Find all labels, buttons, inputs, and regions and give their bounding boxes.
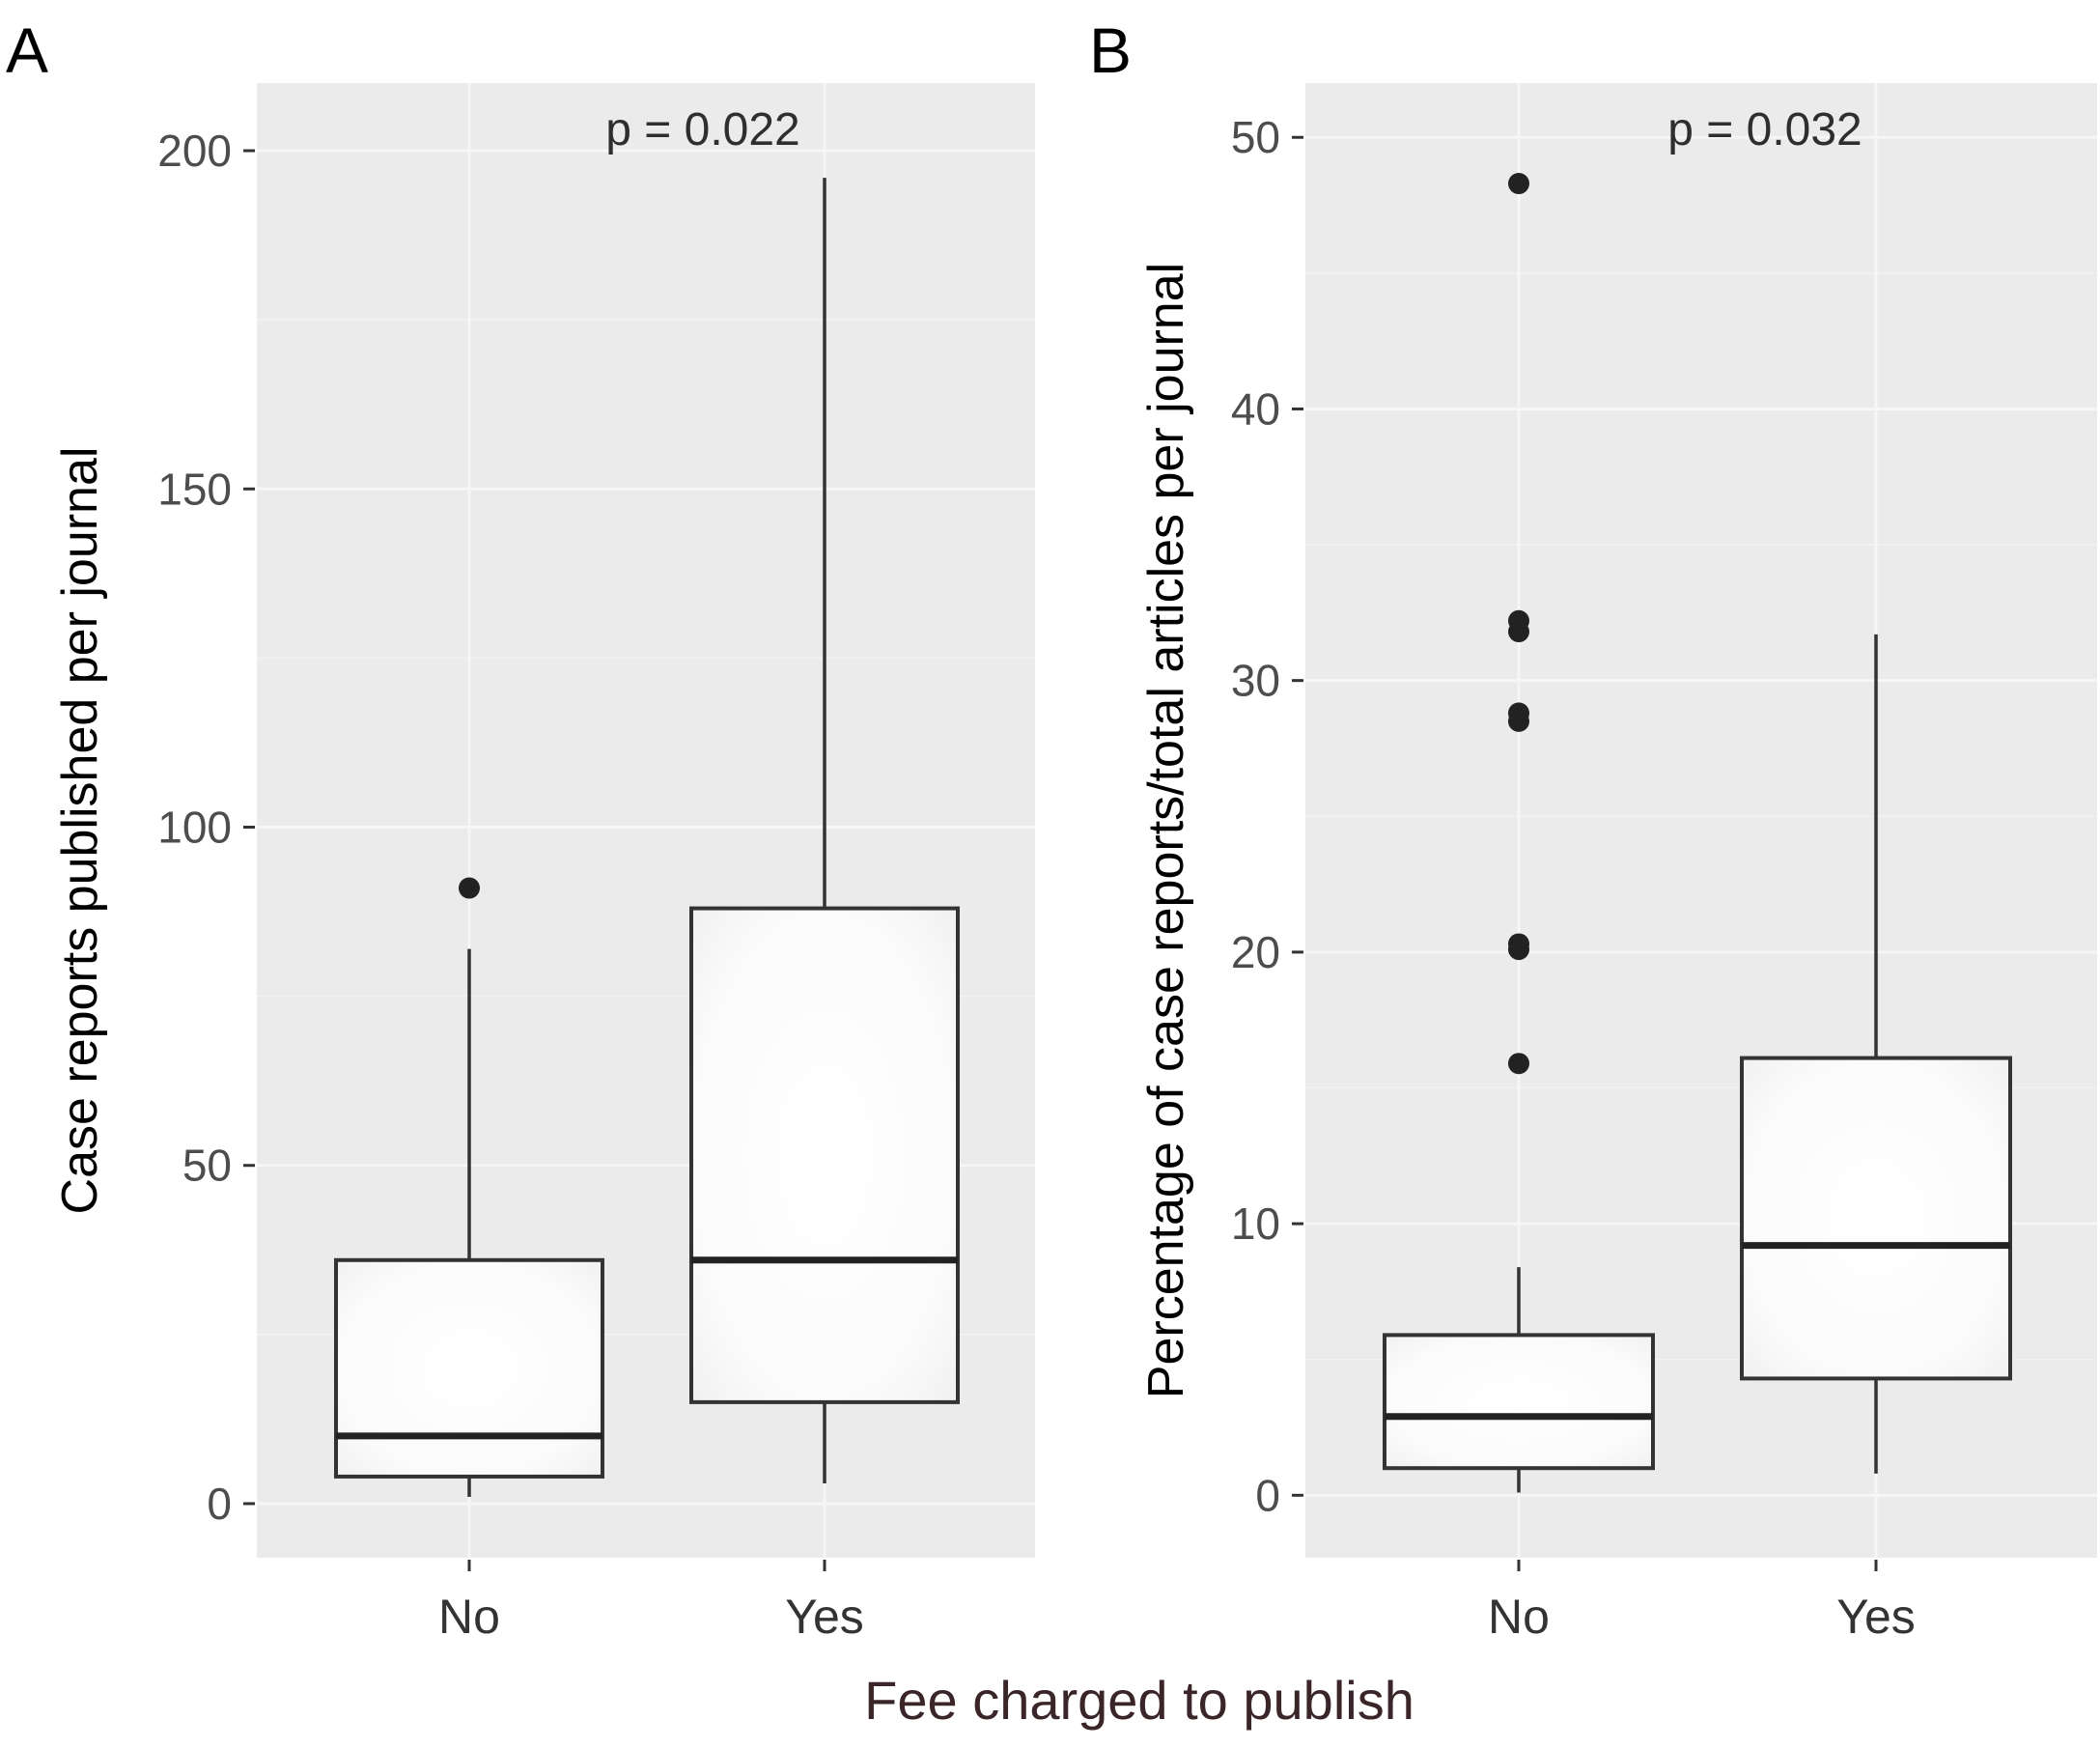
y-tick-label: 40 [1231,383,1280,434]
panel-b-y-axis-title: Percentage of case reports/total article… [1138,263,1194,1398]
outlier-point [1508,702,1529,724]
panel-a-x-axis: No Yes [438,1560,864,1644]
iqr-box [1383,1333,1655,1471]
shared-x-axis-title: Fee charged to publish [864,1670,1414,1731]
x-tick-label: No [438,1590,500,1644]
x-tick-label: Yes [1836,1590,1916,1644]
panel-b-x-axis: No Yes [1488,1560,1916,1644]
y-tick-label: 150 [157,464,232,514]
panel-b: 0 10 20 30 40 50 No Yes B p = 0.032 Percentage… [1089,14,2097,1644]
y-tick-label: 0 [207,1479,232,1529]
iqr-box [334,1257,604,1479]
boxplot-yes [1740,634,2012,1474]
boxplot-no [1383,173,1655,1493]
y-tick-label: 0 [1255,1470,1280,1520]
y-tick-label: 200 [157,126,232,176]
panel-a-p-value: p = 0.022 [605,104,800,155]
boxplot-yes [689,178,960,1483]
panel-b-label: B [1089,14,1132,86]
x-tick-label: Yes [785,1590,864,1644]
iqr-box [689,906,960,1404]
panel-a-boxes [334,178,960,1497]
iqr-box [1740,1056,2012,1381]
y-tick-label: 30 [1231,656,1280,706]
panel-a-label: A [6,14,48,86]
y-tick-label: 50 [182,1141,232,1191]
panel-b-p-value: p = 0.032 [1667,104,1862,155]
outlier-point [1508,1053,1529,1075]
panel-a-y-axis: 0 50 100 150 200 [157,126,255,1529]
panel-b-y-axis: 0 10 20 30 40 50 [1231,112,1303,1520]
panel-a-y-axis-title: Case reports published per journal [52,447,108,1215]
outlier-point [1508,173,1529,195]
boxplot-no [334,877,604,1497]
x-tick-label: No [1488,1590,1550,1644]
outlier-point [459,877,480,899]
panel-a: 0 50 100 150 200 No Yes A p = 0.022 Case repo… [6,14,1035,1644]
outlier-point [1508,609,1529,632]
outlier-point [1508,933,1529,955]
y-tick-label: 20 [1231,927,1280,977]
y-tick-label: 100 [157,803,232,853]
panel-b-boxes [1383,173,2012,1493]
y-tick-label: 10 [1231,1198,1280,1249]
y-tick-label: 50 [1231,112,1280,162]
